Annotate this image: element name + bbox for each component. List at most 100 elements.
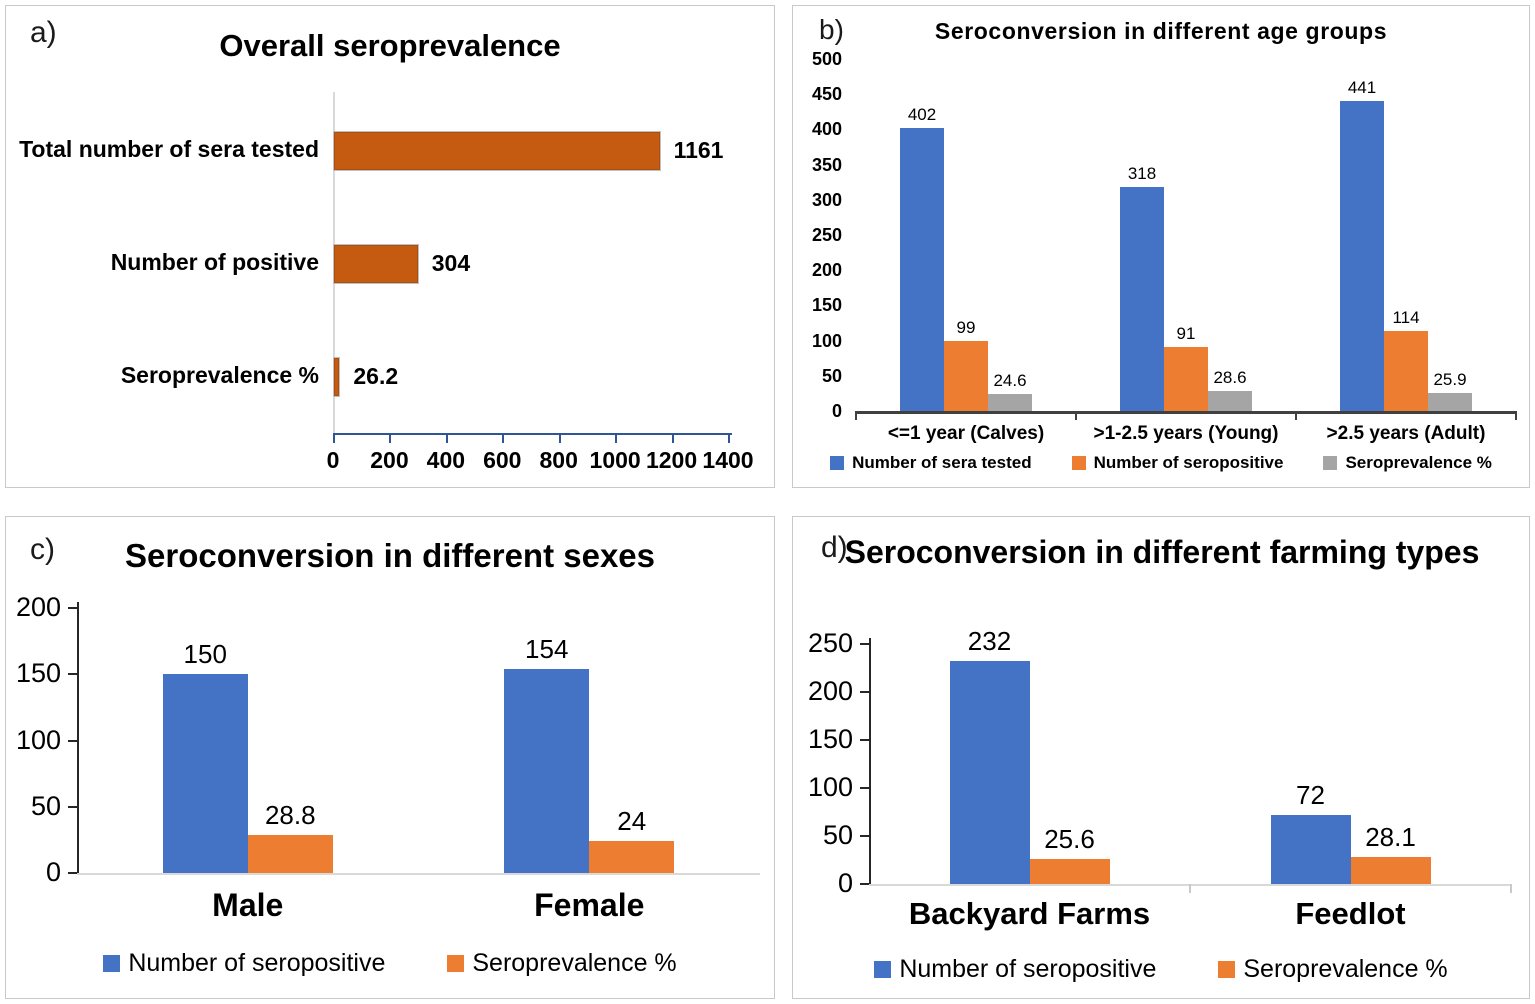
y-tick-label: 150 xyxy=(807,724,853,754)
bar-number-of-sera-tested-1-year-calves xyxy=(900,127,944,411)
x-tick-mark xyxy=(389,435,392,443)
bar-seroprevalence-2-5-years-adult xyxy=(1428,392,1472,411)
y-axis-line xyxy=(869,638,871,884)
y-tick-mark xyxy=(860,883,869,885)
value-label: 28.8 xyxy=(264,799,316,830)
bar-number-of-seropositive-feedlot xyxy=(1270,814,1351,884)
legend-label: Seroprevalence % xyxy=(1345,453,1492,472)
x-tick-mark xyxy=(1189,884,1191,893)
value-label: 441 xyxy=(1347,77,1377,97)
legend-swatch xyxy=(1071,456,1086,470)
x-tick-mark xyxy=(615,435,618,443)
category-label: Number of positive xyxy=(110,248,319,275)
value-label: 24.6 xyxy=(993,370,1027,390)
y-tick-label: 350 xyxy=(811,154,842,175)
y-tick-mark xyxy=(68,673,77,676)
legend: Number of seropositive Seroprevalence % xyxy=(6,949,774,978)
value-label: 304 xyxy=(431,249,471,276)
panel-letter: a) xyxy=(30,16,57,49)
value-label: 1161 xyxy=(673,136,724,163)
x-tick-mark xyxy=(333,435,335,443)
x-axis-line xyxy=(77,873,760,875)
y-tick-label: 100 xyxy=(807,772,853,802)
legend-swatch xyxy=(103,955,121,972)
y-tick-label: 200 xyxy=(15,592,61,622)
x-tick-mark xyxy=(1075,411,1077,420)
value-label: 154 xyxy=(525,633,569,664)
bar-seroprevalence-female xyxy=(589,841,675,873)
value-label: 402 xyxy=(907,104,937,124)
legend-item: Number of seropositive xyxy=(874,955,1156,984)
bar-number-of-seropositive-male xyxy=(162,674,248,873)
category-label: Seroprevalence % xyxy=(120,361,319,388)
chart-area: 0 50 100 150 200 150 154 28.8 24 Male Female Number… xyxy=(6,517,774,998)
bar-seroprevalence-feedlot xyxy=(1350,857,1431,884)
legend-swatch xyxy=(1218,961,1236,978)
y-tick-label: 50 xyxy=(30,790,61,821)
bar-number-of-seropositive-2-5-years-adult xyxy=(1384,330,1428,411)
x-tick-mark xyxy=(671,435,674,443)
y-tick-label: 100 xyxy=(15,724,61,755)
chart-area: 0 50 100 150 200 250 300 350 400 450 500 402 318 441 9… xyxy=(793,6,1529,487)
y-tick-label: 300 xyxy=(811,189,842,210)
legend-swatch xyxy=(830,456,845,470)
category-label: Feedlot xyxy=(1295,896,1406,931)
value-label: 24 xyxy=(617,806,647,837)
legend-swatch xyxy=(1323,456,1338,470)
x-tick-label: 0 xyxy=(326,447,340,473)
chart-title: Seroconversion in different sexes xyxy=(124,537,655,574)
panel-letter: d) xyxy=(821,531,848,564)
legend-label: Number of seropositive xyxy=(899,955,1157,983)
y-axis-line xyxy=(77,602,79,873)
y-tick-label: 250 xyxy=(807,628,853,658)
x-axis-line xyxy=(856,411,1516,414)
value-label: 150 xyxy=(183,639,227,670)
bar-seroprevalence-1-2-5-years-young xyxy=(1208,390,1252,411)
panel-overall-seroprevalence: a) Overall seroprevalence Total number o… xyxy=(5,5,775,488)
bar-seroprevalence-1-year-calves xyxy=(988,393,1032,411)
legend-label: Seroprevalence % xyxy=(1243,955,1448,983)
y-tick-mark xyxy=(68,607,77,609)
value-label: 28.6 xyxy=(1213,367,1247,387)
chart-area: Total number of sera tested 1161 Number of… xyxy=(6,6,774,487)
bar-seroprevalence xyxy=(333,356,341,397)
value-label: 232 xyxy=(967,626,1012,657)
y-tick-label: 400 xyxy=(811,119,842,140)
y-tick-label: 0 xyxy=(831,401,842,421)
y-tick-label: 250 xyxy=(811,225,842,245)
y-tick-mark xyxy=(68,739,77,742)
bar-number-of-seropositive-female xyxy=(504,668,590,873)
chart-title: Overall seroprevalence xyxy=(219,28,561,63)
y-tick-label: 50 xyxy=(821,365,842,386)
x-tick-mark xyxy=(1295,411,1297,420)
category-label: >2.5 years (Adult) xyxy=(1326,423,1486,444)
x-tick-label: 800 xyxy=(539,447,578,473)
value-label: 28.1 xyxy=(1365,822,1416,853)
legend-item: Seroprevalence % xyxy=(1323,453,1492,473)
x-tick-mark xyxy=(855,411,857,420)
legend-label: Number of seropositive xyxy=(128,949,386,977)
x-tick-mark xyxy=(1510,884,1512,893)
y-tick-label: 150 xyxy=(15,658,61,689)
panel-letter: b) xyxy=(819,14,844,45)
bar-total-number-of-sera-tested xyxy=(333,130,661,171)
value-label: 318 xyxy=(1127,164,1157,184)
x-axis-line xyxy=(333,433,732,435)
legend-item: Number of sera tested xyxy=(830,453,1032,473)
y-tick-mark xyxy=(860,835,869,837)
legend-label: Number of sera tested xyxy=(852,453,1032,472)
y-tick-label: 150 xyxy=(811,295,842,316)
category-label: <=1 year (Calves) xyxy=(887,423,1045,444)
legend-item: Seroprevalence % xyxy=(1218,955,1448,984)
category-label: Total number of sera tested xyxy=(19,135,319,162)
y-tick-label: 0 xyxy=(45,857,61,887)
chart-title: Seroconversion in different farming type… xyxy=(844,534,1480,570)
bar-seroprevalence-backyard-farms xyxy=(1029,859,1110,884)
chart-area: 0 50 100 150 200 250 232 72 25.6 28.1 Backyard Far… xyxy=(793,517,1529,998)
legend-item: Number of seropositive xyxy=(103,949,385,978)
legend-item: Number of seropositive xyxy=(1071,453,1283,473)
legend: Number of sera tested Number of seroposit… xyxy=(793,453,1529,473)
y-tick-label: 450 xyxy=(811,84,842,105)
value-label: 91 xyxy=(1176,323,1196,343)
